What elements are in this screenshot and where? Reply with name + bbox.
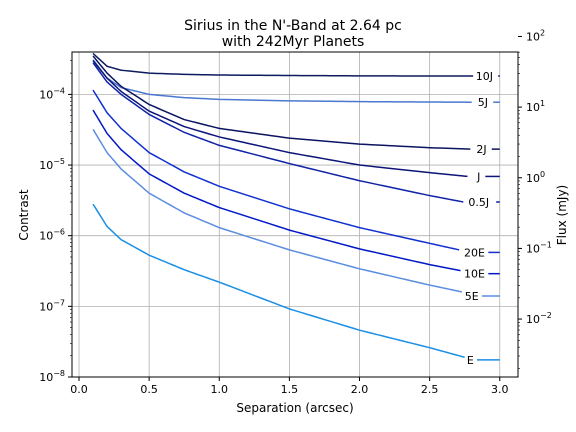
y2-tick-label: 101	[526, 99, 545, 114]
y-tick-label: 10−6	[39, 228, 65, 243]
y2-tick-label: 10−2	[526, 311, 552, 326]
series-label-2j: 2J	[476, 143, 486, 156]
series-line-10e	[92, 109, 461, 272]
series-label-10e: 10E	[464, 268, 485, 281]
y2-tick-label: 10−1	[526, 240, 552, 255]
series-line-5j	[92, 59, 472, 103]
y2-tick-label: 102	[526, 28, 545, 43]
series-labels: 10J 5J 2J J 0.5J 20E 10E 5E E	[464, 70, 500, 367]
series-line-2j	[92, 55, 471, 150]
x-tick-label: 2.5	[421, 383, 439, 396]
series-line-0p5j	[92, 62, 464, 203]
series-label-e: E	[467, 354, 474, 367]
series-label-0p5j: 0.5J	[468, 196, 489, 209]
chart-title-line2: with 242Myr Planets	[222, 34, 365, 50]
series-label-20e: 20E	[464, 246, 485, 259]
y-tick-label: 10−7	[39, 298, 65, 313]
x-tick-label: 0.5	[140, 383, 158, 396]
series-line-e	[92, 203, 465, 359]
x-tick-label: 2.0	[351, 383, 369, 396]
x-tick-label: 1.5	[281, 383, 299, 396]
x-tick-label: 1.0	[211, 383, 229, 396]
series-line-5e	[92, 128, 463, 293]
series-label-10j: 10J	[476, 70, 493, 83]
series-line-10j	[92, 52, 474, 77]
x-axis: 0.0 0.5 1.0 1.5 2.0 2.5 3.0	[70, 377, 509, 396]
y2-axis-label: Flux (mJy)	[555, 185, 569, 245]
series-label-5j: 5J	[478, 96, 488, 109]
series-label-j: J	[476, 170, 480, 183]
chart-title-line1: Sirius in the N'-Band at 2.64 pc	[184, 18, 402, 34]
x-tick-label: 3.0	[491, 383, 509, 396]
y-tick-label: 10−4	[39, 86, 65, 101]
series-line-j	[92, 60, 468, 178]
y-tick-label: 10−5	[39, 157, 65, 172]
x-tick-label: 0.0	[70, 383, 88, 396]
y-axis: 10−8 10−7 10−6 10−5 10−4	[39, 60, 72, 384]
y-tick-label: 10−8	[39, 369, 65, 384]
y2-axis: 10−2 10−1 100 101 102	[518, 28, 552, 369]
y-axis-label: Contrast	[17, 189, 31, 241]
series-label-5e: 5E	[465, 290, 479, 303]
series-line-20e	[92, 89, 460, 251]
y2-tick-label: 100	[526, 170, 545, 185]
series-group	[92, 52, 474, 359]
x-axis-label: Separation (arcsec)	[236, 401, 353, 415]
